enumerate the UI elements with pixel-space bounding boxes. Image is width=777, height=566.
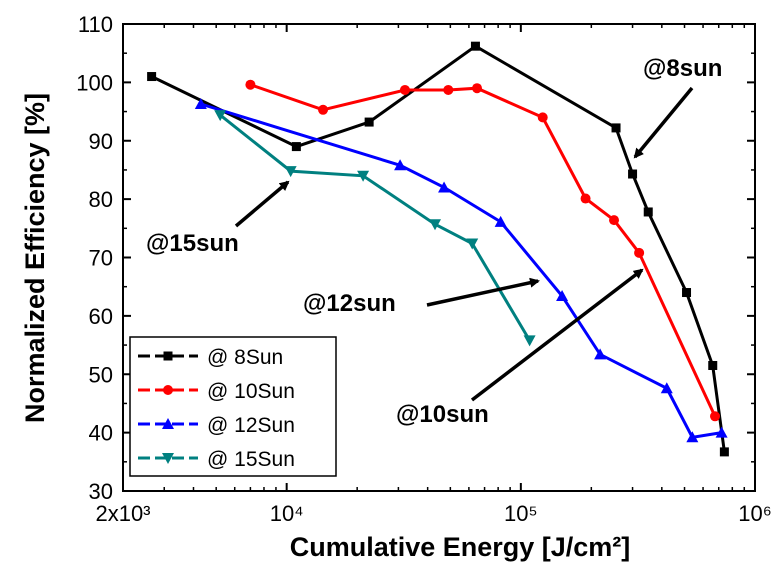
data-point [715, 426, 728, 438]
y-axis-title: Normalized Efficiency [%] [20, 93, 50, 423]
data-point [660, 382, 673, 394]
series-layer [147, 41, 729, 457]
data-point [580, 193, 591, 204]
data-point [291, 142, 301, 152]
data-point [472, 83, 483, 94]
x-tick-label: 10⁵ [504, 501, 538, 526]
legend-marker [162, 418, 174, 429]
data-point [245, 79, 256, 90]
x-axis: 2x10³ 10⁴ 10⁵ 10⁶ [95, 24, 772, 526]
data-point [284, 166, 297, 178]
legend-label: @ 15Sun [207, 448, 295, 471]
data-point [394, 159, 407, 171]
data-point [318, 104, 329, 115]
data-point [686, 431, 699, 443]
series-1 [245, 79, 721, 422]
data-point [634, 247, 645, 258]
data-point [214, 110, 227, 122]
series-line [249, 83, 717, 417]
data-point [594, 348, 607, 360]
data-point [556, 290, 569, 302]
data-point [466, 238, 479, 250]
annotation-15sun: @15sun [146, 230, 239, 257]
data-point [628, 169, 638, 179]
data-point [708, 360, 718, 370]
x-tick-label: 2x10³ [95, 501, 150, 526]
series-2 [194, 97, 728, 443]
legend-marker [163, 351, 173, 361]
legend: @ 8Sun @ 10Sun @ 12Sun @ 15Sun [129, 336, 337, 477]
annotation-8sun: @8sun [643, 55, 722, 82]
y-tick-label: 110 [78, 12, 113, 37]
data-point [443, 84, 454, 95]
legend-entry-1: @ 10Sun [138, 380, 295, 403]
data-point [643, 207, 653, 217]
data-point [364, 117, 374, 127]
data-point [470, 41, 480, 51]
data-point [429, 219, 442, 231]
y-tick-label: 40 [89, 421, 113, 446]
data-point [523, 335, 536, 347]
annotations: @8sun @15sun @12sun @10sun [146, 55, 722, 428]
legend-label: @ 10Sun [207, 380, 295, 403]
annotation-15sun-arrow [234, 180, 290, 228]
data-point [438, 181, 451, 193]
y-tick-label: 100 [76, 70, 113, 95]
series-line [150, 44, 726, 453]
y-tick-label: 60 [89, 304, 113, 329]
data-point [611, 123, 621, 133]
data-point [609, 215, 620, 226]
data-point [357, 170, 370, 182]
x-axis-title: Cumulative Energy [J/cm²] [290, 532, 631, 562]
annotation-10sun-arrow [470, 268, 644, 402]
y-tick-label: 70 [89, 246, 113, 271]
y-tick-label: 50 [89, 362, 113, 387]
annotation-12sun-arrow [426, 277, 540, 307]
data-point [147, 72, 157, 82]
legend-entry-3: @ 15Sun [138, 448, 295, 471]
data-point [494, 215, 507, 227]
legend-marker [163, 385, 173, 395]
annotation-8sun-arrow [633, 86, 694, 159]
legend-label: @ 8Sun [207, 346, 283, 369]
legend-label: @ 12Sun [207, 414, 295, 437]
y-axis: 30 40 50 60 70 80 90 100 110 [76, 12, 755, 504]
y-tick-label: 90 [89, 129, 113, 154]
annotation-12sun: @12sun [303, 290, 396, 317]
series-line [219, 113, 531, 342]
series-3 [214, 110, 536, 347]
data-point [710, 411, 721, 422]
legend-marker [162, 453, 174, 464]
data-point [194, 97, 207, 109]
y-tick-label: 80 [89, 187, 113, 212]
data-point [682, 288, 692, 298]
data-point [399, 84, 410, 95]
data-point [719, 447, 729, 457]
x-tick-label: 10⁶ [738, 501, 772, 526]
annotation-10sun: @10sun [396, 401, 489, 428]
x-tick-label: 10⁴ [270, 501, 304, 526]
data-point [537, 112, 548, 123]
y-tick-label: 30 [89, 479, 113, 504]
legend-entry-0: @ 8Sun [138, 346, 283, 369]
series-0 [147, 41, 729, 457]
legend-entry-2: @ 12Sun [138, 414, 295, 437]
